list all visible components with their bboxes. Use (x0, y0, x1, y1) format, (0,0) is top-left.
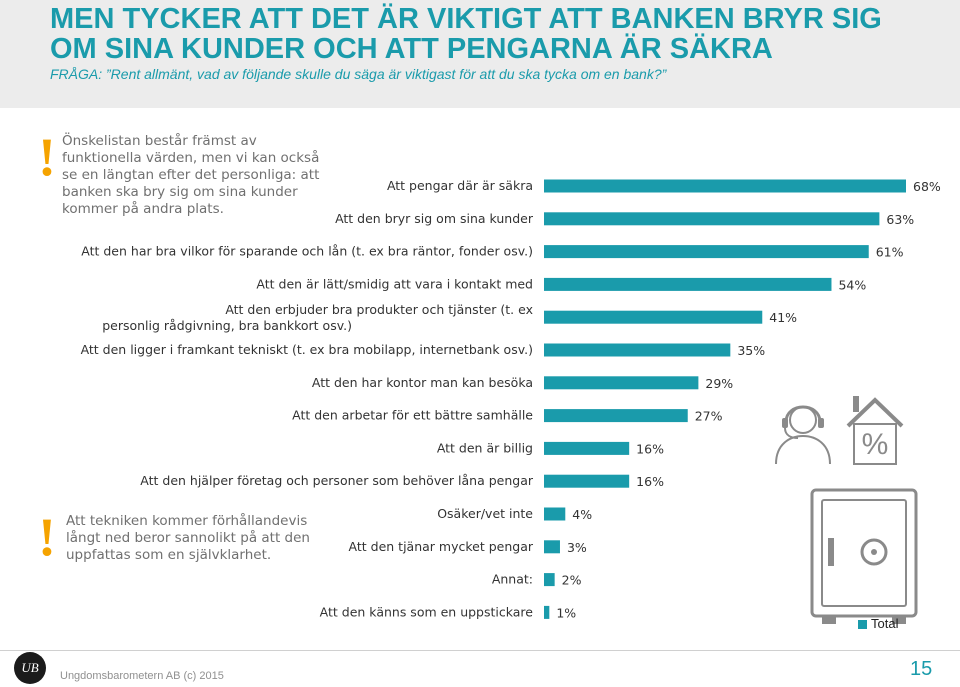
svg-text:%: % (862, 428, 889, 461)
category-label-2: Att den har bra vilkor för sparande och … (81, 244, 533, 259)
bar-8 (544, 441, 630, 455)
category-label-8: Att den är billig (437, 440, 533, 455)
category-label-12: Annat: (492, 572, 533, 587)
bar-5 (544, 343, 731, 357)
insight-note-text: Önskelistan består främst av funktionell… (62, 133, 320, 217)
bar-2 (544, 245, 869, 259)
value-label-11: 3% (567, 540, 587, 555)
value-label-12: 2% (562, 573, 582, 588)
category-label-1: Att den bryr sig om sina kunder (335, 211, 534, 226)
category-label-11: Att den tjänar mycket pengar (349, 539, 534, 554)
copyright-text: Ungdomsbarometern AB (c) 2015 (60, 670, 224, 682)
category-label-9: Att den hjälper företag och personer som… (140, 473, 534, 488)
bar-9 (544, 474, 630, 488)
question-subtitle: FRÅGA: ”Rent allmänt, vad av följande sk… (50, 66, 667, 82)
value-label-3: 54% (838, 277, 866, 292)
value-label-8: 16% (636, 441, 664, 456)
house-percent-icon: % (846, 396, 904, 465)
category-label-6: Att den har kontor man kan besöka (312, 375, 533, 390)
category-label-0: Att pengar där är säkra (387, 178, 533, 193)
bar-10 (544, 507, 566, 521)
page-title: MEN TYCKER ATT DET ÄR VIKTIGT ATT BANKEN… (50, 3, 882, 65)
bar-1 (544, 212, 880, 226)
category-label-5: Att den ligger i framkant tekniskt (t. e… (81, 342, 533, 357)
bar-13 (544, 605, 550, 619)
legend-label-total: Total (871, 616, 899, 631)
bar-12 (544, 573, 555, 587)
value-label-13: 1% (556, 605, 576, 620)
legend-swatch (858, 620, 867, 630)
insight-note-text: Att tekniken kommer förhållandevis långt… (66, 513, 310, 563)
bar-4 (544, 310, 763, 324)
value-label-7: 27% (695, 409, 723, 424)
safe-icon (810, 488, 918, 624)
bar-3 (544, 277, 832, 291)
company-logo: UB (14, 652, 46, 684)
bar-0 (544, 179, 906, 193)
bar-11 (544, 540, 560, 554)
insight-note-top: ! Önskelistan består främst av funktione… (38, 130, 338, 220)
chart-legend: Total (858, 616, 898, 632)
bar-6 (544, 376, 699, 390)
insight-note-bottom: ! Att tekniken kommer förhållandevis lån… (38, 510, 338, 580)
footer-divider (0, 650, 960, 651)
value-label-6: 29% (705, 376, 733, 391)
page-number: 15 (910, 658, 933, 680)
headset-support-icon (775, 405, 831, 465)
value-label-4: 41% (769, 310, 797, 325)
value-label-5: 35% (737, 343, 765, 358)
value-label-0: 68% (913, 179, 941, 194)
exclamation-icon: ! (38, 127, 56, 187)
bar-7 (544, 409, 688, 423)
category-label-4: Att den erbjuder bra produkter och tjäns… (102, 302, 533, 333)
header-band: MEN TYCKER ATT DET ÄR VIKTIGT ATT BANKEN… (0, 0, 960, 108)
exclamation-icon: ! (38, 507, 56, 567)
category-label-7: Att den arbetar för ett bättre samhälle (292, 408, 533, 423)
value-label-1: 63% (886, 212, 914, 227)
category-label-10: Osäker/vet inte (437, 506, 533, 521)
value-label-10: 4% (572, 507, 592, 522)
category-label-13: Att den känns som en uppstickare (320, 604, 534, 619)
value-label-9: 16% (636, 474, 664, 489)
category-label-3: Att den är lätt/smidig att vara i kontak… (256, 276, 533, 291)
value-label-2: 61% (876, 245, 904, 260)
